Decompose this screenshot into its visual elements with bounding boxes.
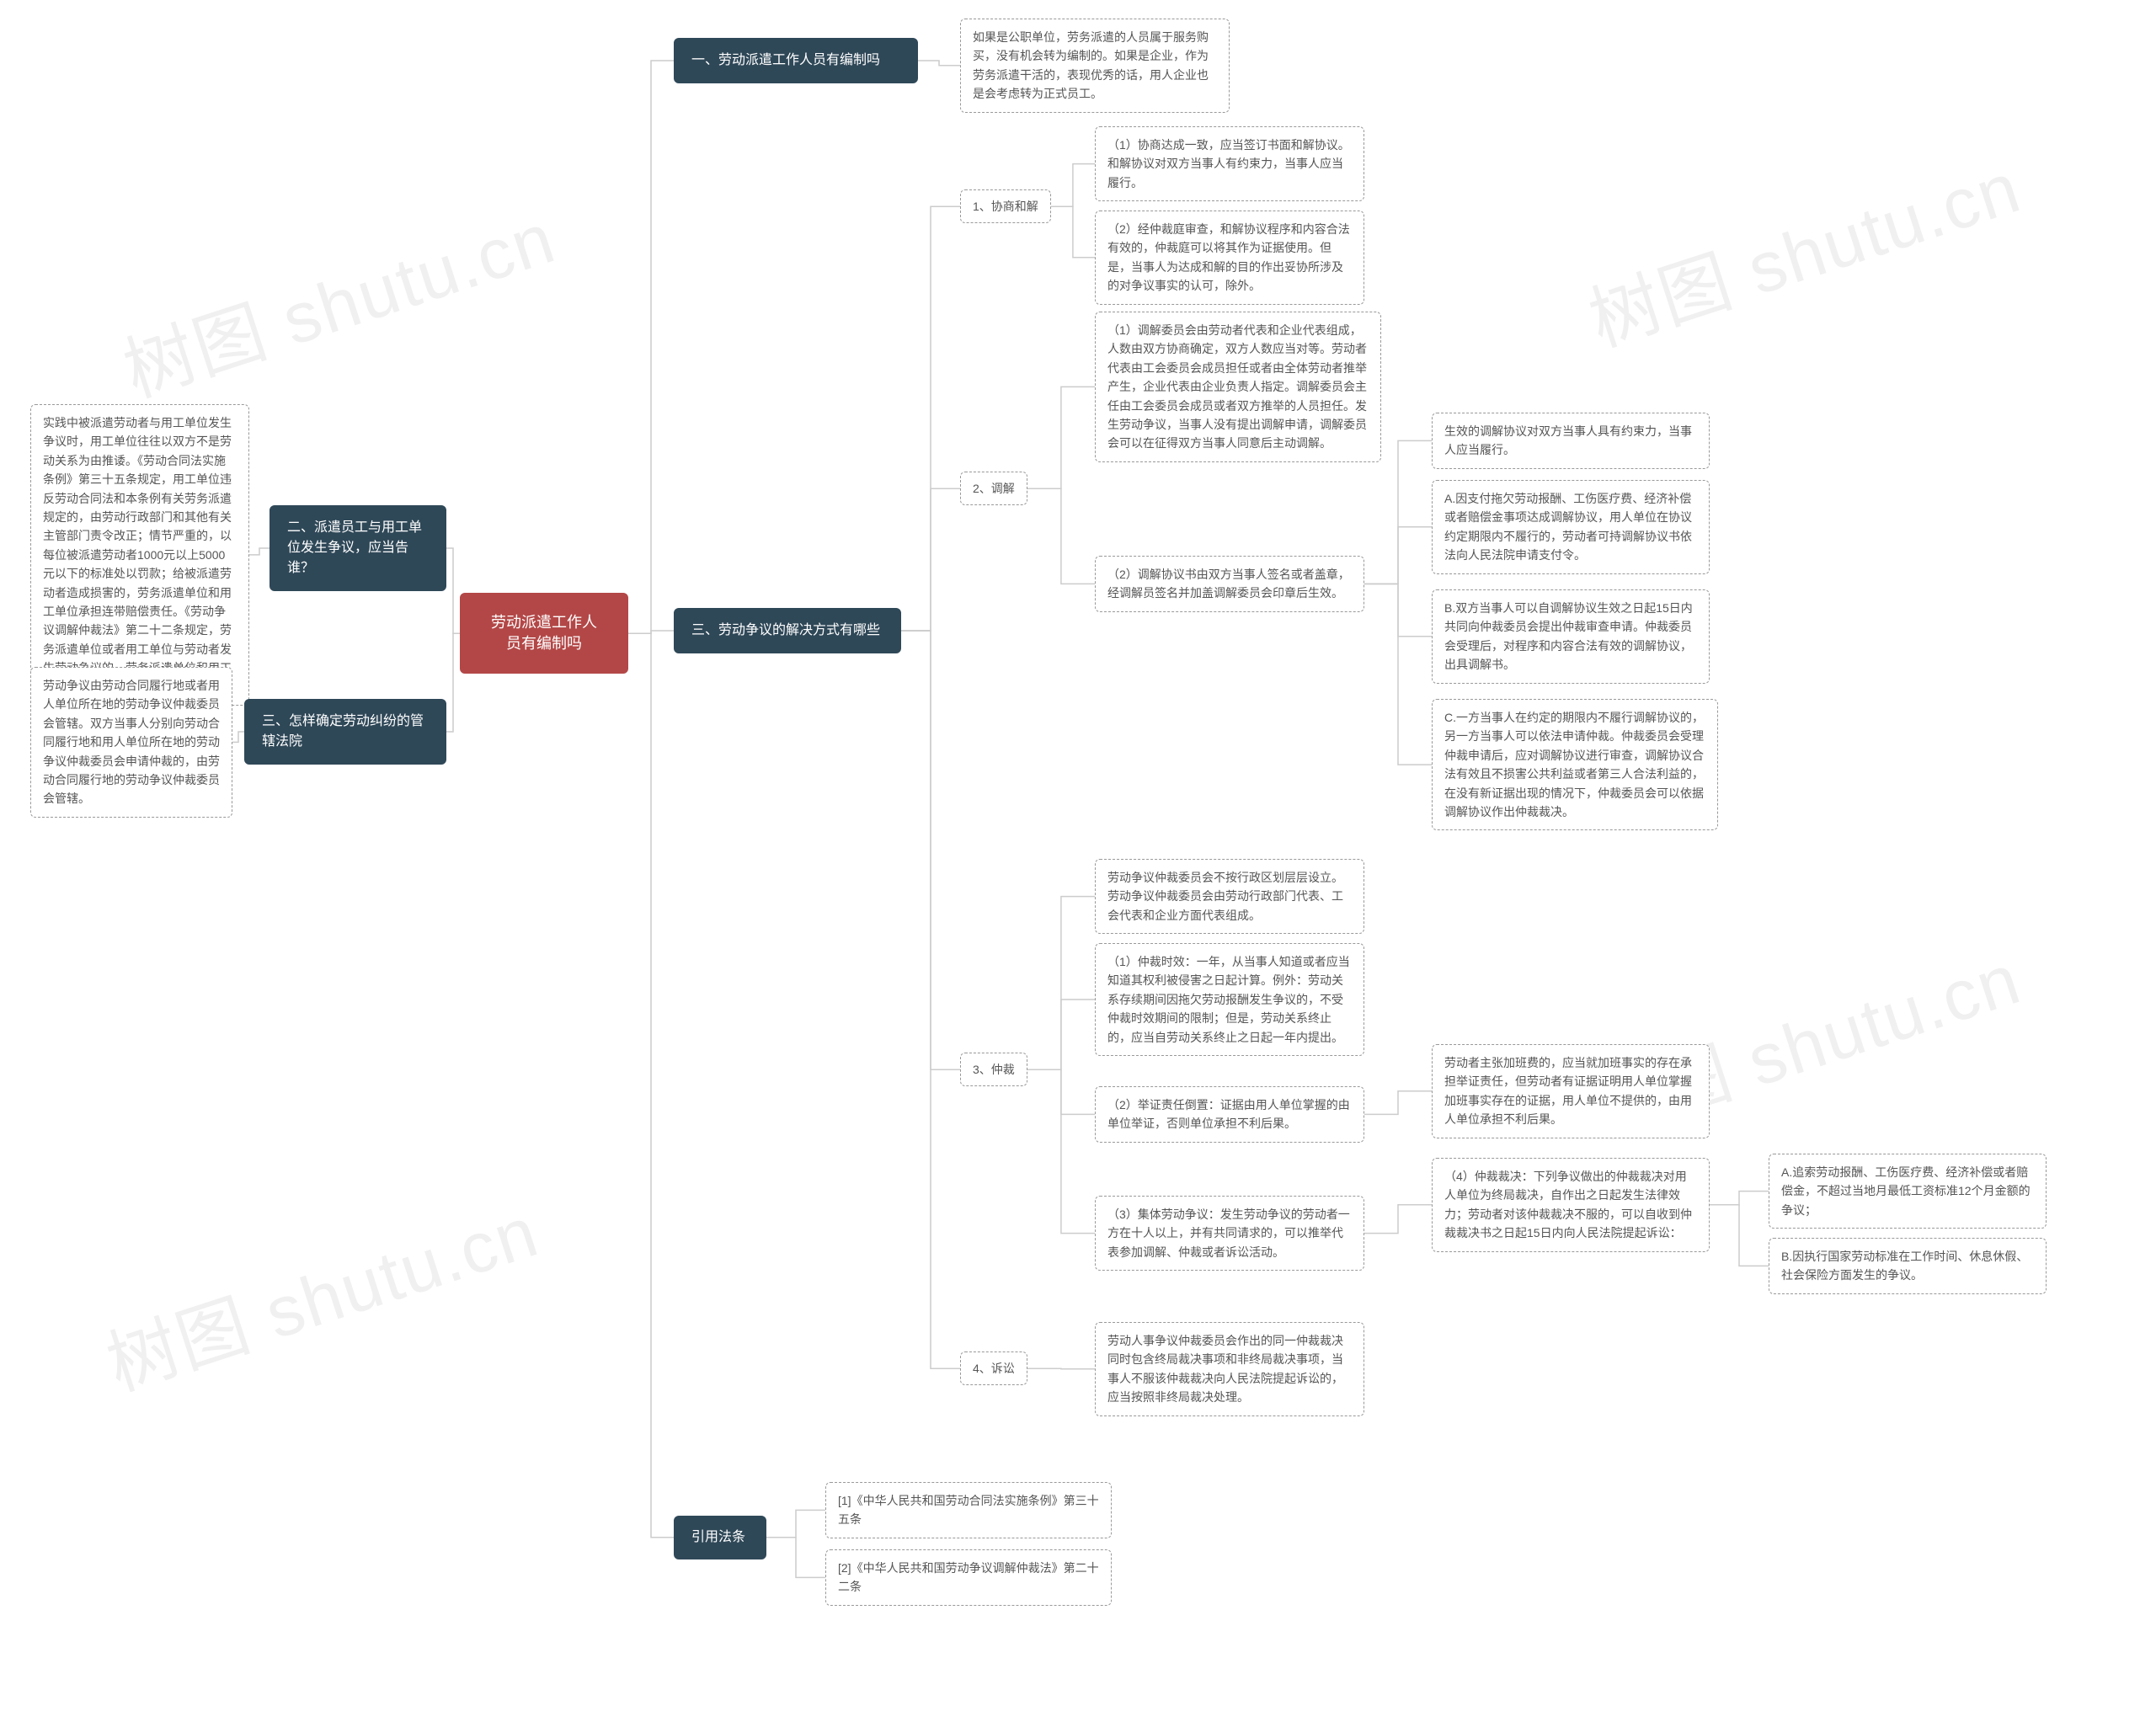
method-4: 4、诉讼 (960, 1351, 1027, 1385)
method-1-leaf-2: （2）经仲裁庭审查，和解协议程序和内容合法有效的，仲裁庭可以将其作为证据使用。但… (1095, 211, 1364, 305)
method-3: 3、仲裁 (960, 1053, 1027, 1086)
method-2-leaf-1: （1）调解委员会由劳动者代表和企业代表组成，人数由双方协商确定，双方人数应当对等… (1095, 312, 1381, 462)
method-3-pre: 劳动争议仲裁委员会不按行政区划层层设立。劳动争议仲裁委员会由劳动行政部门代表、工… (1095, 859, 1364, 934)
left-section-2: 三、怎样确定劳动纠纷的管辖法院 (244, 699, 446, 765)
method-3-leaf-2: （2）举证责任倒置：证据由用人单位掌握的由单位举证，否则单位承担不利后果。 (1095, 1086, 1364, 1143)
method-2-sub-b: B.双方当事人可以自调解协议生效之日起15日内共同向仲裁委员会提出仲裁审查申请。… (1432, 589, 1710, 684)
method-2-leaf-2: （2）调解协议书由双方当事人签名或者盖章，经调解员签名并加盖调解委员会印章后生效… (1095, 556, 1364, 612)
method-2-sub-0: 生效的调解协议对双方当事人具有约束力，当事人应当履行。 (1432, 413, 1710, 469)
method-1-leaf-1: （1）协商达成一致，应当签订书面和解协议。和解协议对双方当事人有约束力，当事人应… (1095, 126, 1364, 201)
method-3-leaf-1: （1）仲裁时效：一年，从当事人知道或者应当知道其权利被侵害之日起计算。例外：劳动… (1095, 943, 1364, 1056)
method-3-leaf-4: （4）仲裁裁决：下列争议做出的仲裁裁决对用人单位为终局裁决，自作出之日起发生法律… (1432, 1158, 1710, 1252)
right-section-1-detail: 如果是公职单位，劳务派遣的人员属于服务购买，没有机会转为编制的。如果是企业，作为… (960, 19, 1230, 113)
watermark: 树图 shutu.cn (109, 182, 566, 417)
right-section-2: 三、劳动争议的解决方式有哪些 (674, 608, 901, 653)
ref-1: [1]《中华人民共和国劳动合同法实施条例》第三十五条 (825, 1482, 1112, 1538)
method-3-sub-44b: B.因执行国家劳动标准在工作时间、休息休假、社会保险方面发生的争议。 (1769, 1238, 2047, 1294)
method-1: 1、协商和解 (960, 189, 1051, 223)
ref-2: [2]《中华人民共和国劳动争议调解仲裁法》第二十二条 (825, 1549, 1112, 1606)
watermark: 树图 shutu.cn (93, 1176, 549, 1410)
method-2: 2、调解 (960, 472, 1027, 505)
method-2-sub-a: A.因支付拖欠劳动报酬、工伤医疗费、经济补偿或者赔偿金事项达成调解协议，用人单位… (1432, 480, 1710, 574)
left-section-1: 二、派遣员工与用工单位发生争议，应当告谁？ (270, 505, 446, 591)
method-3-sub-44a: A.追索劳动报酬、工伤医疗费、经济补偿或者赔偿金，不超过当地月最低工资标准12个… (1769, 1154, 2047, 1229)
left-section-1-detail: 实践中被派遣劳动者与用工单位发生争议时，用工单位往往以双方不是劳动关系为由推诿。… (30, 404, 249, 706)
ref-section: 引用法条 (674, 1516, 766, 1559)
right-section-1: 一、劳动派遣工作人员有编制吗 (674, 38, 918, 83)
method-3-sub-42: 劳动者主张加班费的，应当就加班事实的存在承担举证责任，但劳动者有证据证明用人单位… (1432, 1044, 1710, 1138)
root-node: 劳动派遣工作人员有编制吗 (460, 593, 628, 674)
method-3-leaf-3: （3）集体劳动争议：发生劳动争议的劳动者一方在十人以上，并有共同请求的，可以推举… (1095, 1196, 1364, 1271)
method-4-leaf: 劳动人事争议仲裁委员会作出的同一仲裁裁决同时包含终局裁决事项和非终局裁决事项，当… (1095, 1322, 1364, 1416)
watermark: 树图 shutu.cn (1575, 131, 2031, 366)
method-2-sub-c: C.一方当事人在约定的期限内不履行调解协议的，另一方当事人可以依法申请仲裁。仲裁… (1432, 699, 1718, 830)
left-section-2-detail: 劳动争议由劳动合同履行地或者用人单位所在地的劳动争议仲裁委员会管辖。双方当事人分… (30, 667, 232, 818)
